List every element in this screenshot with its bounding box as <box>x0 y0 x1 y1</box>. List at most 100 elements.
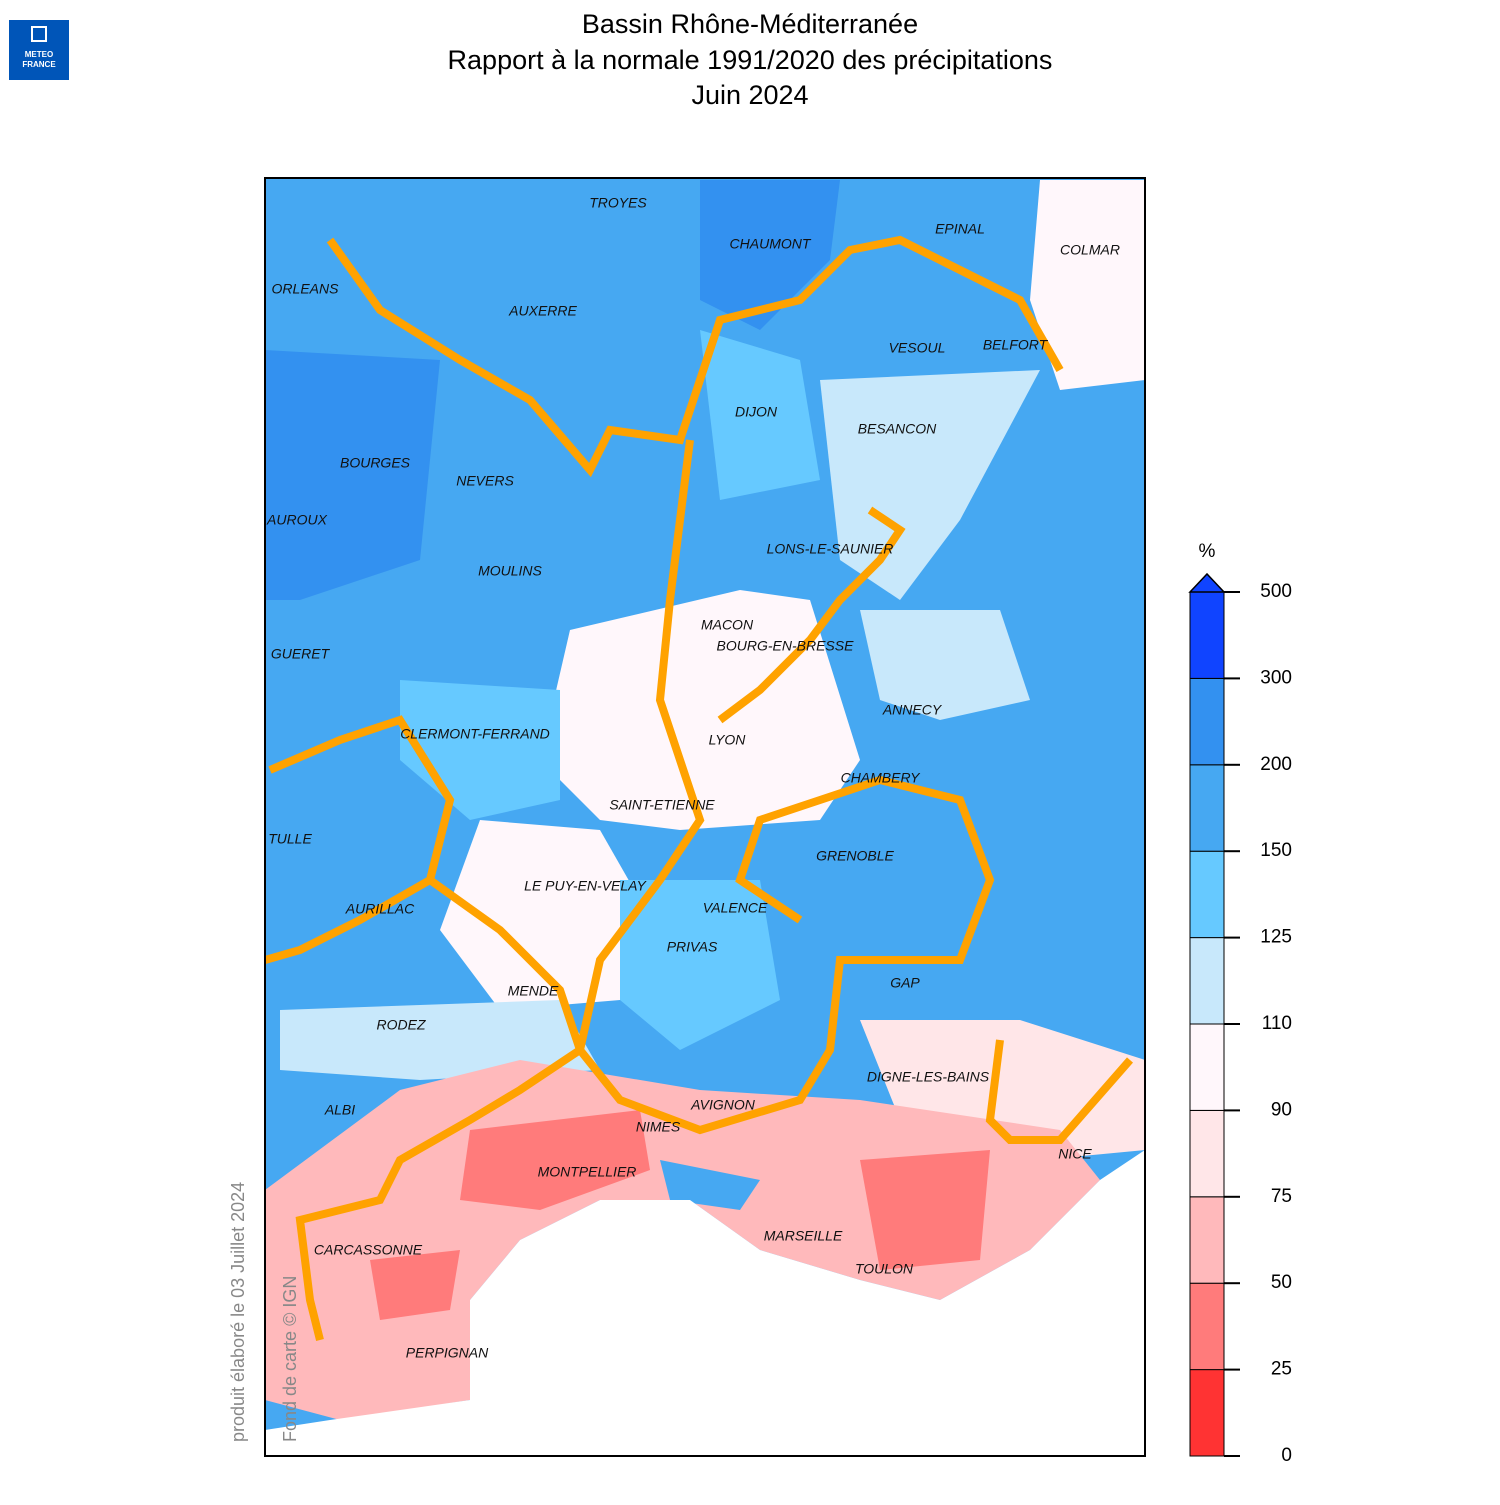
city-labels: TROYES CHAUMONT EPINAL COLMAR ORLEANS AUXERRE… <box>266 195 1120 1361</box>
city-label: SAINT-ETIENNE <box>609 797 715 813</box>
city-label: RODEZ <box>377 1017 426 1033</box>
map: TROYES CHAUMONT EPINAL COLMAR ORLEANS AUXERRE… <box>265 178 1145 1456</box>
map-field <box>700 330 820 500</box>
logo-icon <box>31 26 47 42</box>
basin-border <box>295 876 585 1341</box>
legend-extension <box>1188 572 1226 593</box>
city-label: MACON <box>701 617 754 633</box>
city-label: BELFORT <box>983 337 1049 353</box>
logo-text: METEO <box>25 50 53 59</box>
city-label: ANNECY <box>882 702 943 718</box>
map-field <box>440 820 640 1010</box>
map-source: Fond de carte © IGN <box>280 1276 300 1442</box>
basin-border <box>265 715 455 964</box>
legend-tick-label: 200 <box>1260 754 1292 775</box>
map-field <box>860 1150 990 1270</box>
map-field <box>860 610 1030 720</box>
city-label: VESOUL <box>889 340 946 356</box>
legend-tick-label: 500 <box>1260 581 1292 602</box>
city-label: DIGNE-LES-BAINS <box>867 1069 990 1085</box>
basin-border <box>326 235 1064 478</box>
city-label: LE PUY-EN-VELAY <box>524 878 647 894</box>
legend: % 0 25 50 75 90 110 125 150 200 300 500 <box>1188 541 1292 1466</box>
legend-tick-label: 0 <box>1281 1445 1292 1466</box>
legend-tick-label: 110 <box>1262 1013 1292 1034</box>
legend-tick-label: 90 <box>1271 1099 1292 1120</box>
city-label: BOURGES <box>340 455 411 471</box>
legend-swatch <box>1189 937 1225 1025</box>
city-label: LYON <box>709 732 747 748</box>
legend-tick-label: 125 <box>1260 927 1292 948</box>
basin-border <box>575 439 995 1135</box>
city-label: AUXERRE <box>508 303 577 319</box>
city-label: PRIVAS <box>667 939 718 955</box>
city-label: LONS-LE-SAUNIER <box>767 541 894 557</box>
legend-swatch <box>1189 677 1225 766</box>
city-label: TULLE <box>268 831 312 847</box>
map-field <box>540 590 860 830</box>
logo-box <box>9 20 69 80</box>
legend-swatch <box>1189 1369 1225 1457</box>
city-label: GRENOBLE <box>816 848 894 864</box>
basin-border <box>717 506 906 724</box>
map-field <box>265 350 440 600</box>
city-label: TROYES <box>589 195 647 211</box>
city-label: COLMAR <box>1060 242 1120 258</box>
legend-tick-label: 300 <box>1260 667 1292 688</box>
map-field <box>820 370 1040 600</box>
map-field <box>620 880 780 1050</box>
city-label: CHAUMONT <box>730 236 812 252</box>
period: Juin 2024 <box>691 80 808 110</box>
city-label: GUERET <box>271 646 331 662</box>
city-label: GAP <box>890 975 920 991</box>
city-label: AURILLAC <box>345 901 415 917</box>
city-label: AUROUX <box>266 512 328 528</box>
legend-tick-label: 75 <box>1271 1186 1292 1207</box>
legend-swatch <box>1189 1196 1225 1284</box>
map-field <box>700 180 840 330</box>
basin-border <box>985 1039 1134 1144</box>
title: Bassin Rhône-Méditerranée <box>582 9 918 39</box>
city-label: VALENCE <box>703 900 768 916</box>
city-label: NICE <box>1058 1146 1092 1162</box>
city-label: PERPIGNAN <box>406 1345 489 1361</box>
legend-swatch <box>1189 1109 1225 1198</box>
legend-tick-label: 25 <box>1271 1359 1292 1380</box>
city-label: BESANCON <box>858 421 937 437</box>
city-label: MOULINS <box>478 563 542 579</box>
map-field <box>1030 180 1145 390</box>
city-label: CLERMONT-FERRAND <box>400 726 550 742</box>
legend-swatch <box>1189 1023 1225 1111</box>
city-label: ORLEANS <box>272 281 340 297</box>
logo-text: FRANCE <box>22 60 56 69</box>
legend-tick-label: 150 <box>1260 840 1292 861</box>
city-label: ALBI <box>324 1102 355 1118</box>
logo: METEO FRANCE <box>9 20 69 80</box>
legend-swatch <box>1189 591 1225 679</box>
legend-tick-label: 50 <box>1271 1272 1292 1293</box>
city-label: MENDE <box>508 983 559 999</box>
city-label: NIMES <box>636 1119 681 1135</box>
legend-swatch <box>1189 764 1225 852</box>
legend-swatch <box>1189 850 1225 939</box>
map-field <box>460 1110 650 1210</box>
sea <box>265 1150 1145 1456</box>
city-label: CHAMBERY <box>841 770 921 786</box>
city-label: MONTPELLIER <box>538 1164 637 1180</box>
map-frame <box>264 177 1146 1457</box>
city-label: DIJON <box>735 404 778 420</box>
production-credit: produit élaboré le 03 Juillet 2024 <box>228 1182 248 1442</box>
subtitle: Rapport à la normale 1991/2020 des préci… <box>448 45 1053 75</box>
city-label: CARCASSONNE <box>314 1242 423 1258</box>
city-label: TOULON <box>855 1261 914 1277</box>
city-label: BOURG-EN-BRESSE <box>717 638 855 654</box>
map-field <box>370 1250 460 1320</box>
legend-unit: % <box>1199 541 1216 562</box>
map-field <box>660 1160 760 1210</box>
legend-swatch <box>1189 1282 1225 1371</box>
city-label: MARSEILLE <box>764 1228 843 1244</box>
city-label: EPINAL <box>935 221 985 237</box>
city-label: NEVERS <box>456 473 514 489</box>
